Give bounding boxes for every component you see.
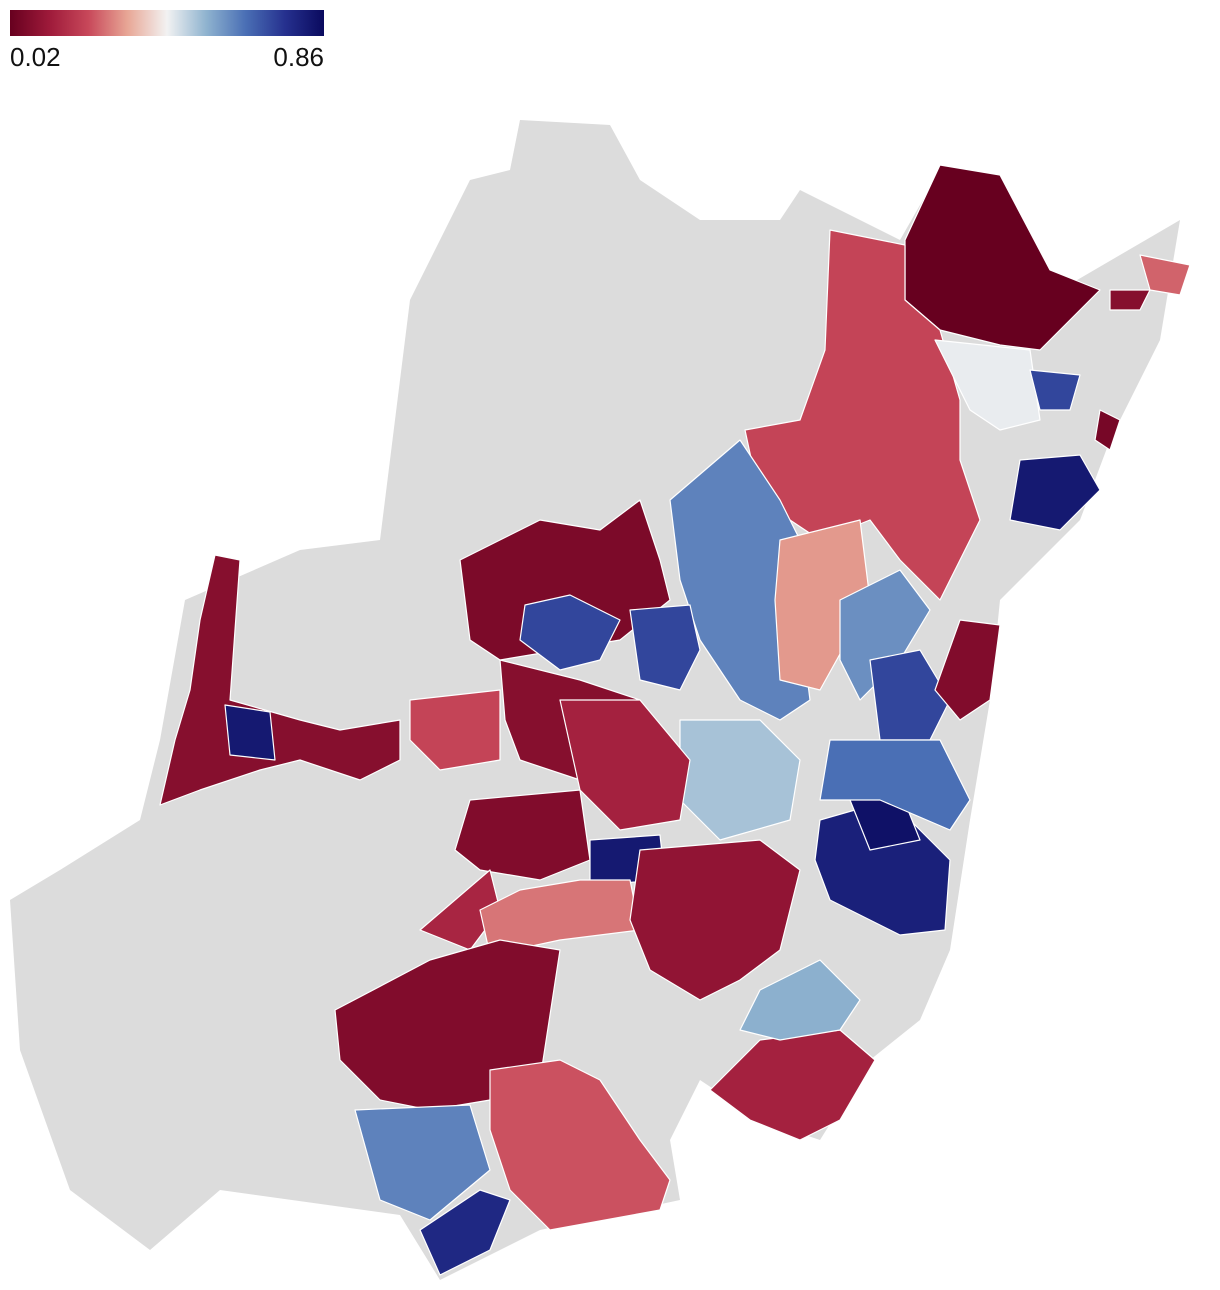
region bbox=[1094, 409, 1121, 451]
region bbox=[409, 689, 501, 771]
region bbox=[419, 1189, 511, 1276]
regions bbox=[159, 164, 1191, 1276]
region bbox=[1029, 369, 1081, 411]
region bbox=[629, 604, 701, 691]
legend-min-label: 0.02 bbox=[10, 42, 61, 72]
region bbox=[1139, 254, 1191, 296]
region bbox=[159, 554, 401, 806]
region bbox=[224, 704, 276, 761]
region bbox=[559, 699, 691, 831]
region bbox=[934, 339, 1041, 431]
region bbox=[519, 594, 621, 671]
region bbox=[454, 789, 591, 881]
region bbox=[1009, 454, 1101, 531]
region bbox=[819, 739, 971, 831]
region bbox=[629, 839, 801, 1001]
region bbox=[489, 1059, 671, 1231]
legend-colorbar bbox=[10, 10, 324, 36]
region bbox=[774, 519, 871, 691]
region bbox=[1109, 289, 1151, 311]
region bbox=[869, 649, 951, 741]
region bbox=[934, 619, 1001, 721]
region bbox=[739, 959, 861, 1041]
region bbox=[354, 1104, 491, 1221]
legend-max-label: 0.86 bbox=[273, 42, 324, 72]
region bbox=[744, 229, 981, 601]
